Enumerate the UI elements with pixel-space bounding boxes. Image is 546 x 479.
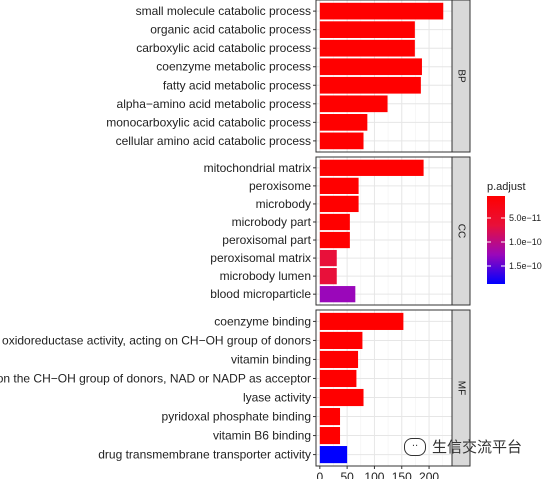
bar bbox=[319, 350, 359, 369]
legend-tick-label: 5.0e−11 bbox=[509, 213, 541, 223]
bar bbox=[319, 446, 348, 464]
bar bbox=[319, 427, 341, 445]
watermark: ·· 生信交流平台 bbox=[404, 436, 522, 457]
bar bbox=[319, 213, 350, 231]
bar bbox=[319, 369, 357, 388]
facet-strip-label: CC bbox=[456, 224, 467, 238]
category-label: microbody part bbox=[232, 215, 312, 229]
category-label: vitamin binding bbox=[231, 352, 311, 366]
x-tick-label: 50 bbox=[340, 470, 354, 479]
bar bbox=[319, 286, 356, 303]
wechat-bubble-icon: ·· bbox=[404, 437, 426, 456]
category-label: cellular amino acid catabolic process bbox=[116, 134, 311, 148]
category-label: coenzyme metabolic process bbox=[156, 60, 311, 74]
category-label: mitochondrial matrix bbox=[204, 161, 311, 175]
x-tick-label: 200 bbox=[419, 470, 439, 479]
category-label: small molecule catabolic process bbox=[136, 4, 311, 18]
category-label: lyase activity bbox=[243, 391, 311, 405]
bar bbox=[319, 58, 422, 76]
category-label: microbody bbox=[256, 197, 311, 211]
category-label: peroxisomal part bbox=[222, 233, 311, 247]
bar bbox=[319, 249, 337, 267]
legend-tick-label: 1.0e−10 bbox=[509, 237, 542, 247]
bar bbox=[319, 76, 421, 94]
category-label: oxidoreductase activity, acting on CH−OH… bbox=[2, 333, 311, 347]
category-label: coenzyme binding bbox=[214, 314, 311, 328]
category-label: peroxisome bbox=[249, 179, 311, 193]
bar bbox=[319, 407, 341, 426]
bar bbox=[319, 2, 444, 20]
category-label: alpha−amino acid metabolic process bbox=[117, 97, 311, 111]
facet-strip-label: MF bbox=[456, 381, 467, 395]
x-tick-label: 150 bbox=[392, 470, 412, 479]
bar bbox=[319, 132, 364, 150]
x-tick-label: 100 bbox=[364, 470, 384, 479]
bar bbox=[319, 21, 415, 38]
bar bbox=[319, 388, 364, 407]
category-label: carboxylic acid catabolic process bbox=[136, 41, 311, 55]
bar bbox=[319, 177, 359, 194]
facet-strip-label: BP bbox=[456, 69, 467, 83]
legend-title: p.adjust bbox=[487, 181, 526, 193]
bar bbox=[319, 159, 424, 176]
bar bbox=[319, 331, 363, 349]
bar bbox=[319, 268, 337, 285]
facet-strip bbox=[451, 156, 471, 306]
facet-strip bbox=[451, 0, 471, 153]
bar bbox=[319, 114, 368, 131]
legend-tick-label: 1.5e−10 bbox=[509, 261, 542, 271]
category-label: peroxisomal matrix bbox=[210, 251, 311, 265]
category-label: organic acid catabolic process bbox=[150, 23, 311, 37]
x-tick-label: 0 bbox=[316, 470, 323, 479]
bar bbox=[319, 312, 404, 330]
category-label: vitamin B6 binding bbox=[213, 429, 311, 443]
watermark-text: 生信交流平台 bbox=[432, 438, 523, 456]
category-label: oxidoreductase activity, acting on the C… bbox=[0, 371, 311, 385]
category-label: blood microparticle bbox=[210, 287, 311, 301]
category-label: pyridoxal phosphate binding bbox=[162, 410, 311, 424]
facet-strip bbox=[451, 309, 471, 467]
bar bbox=[319, 231, 350, 249]
legend-colorbar bbox=[487, 196, 505, 284]
category-label: drug transmembrane transporter activity bbox=[98, 448, 311, 462]
bar bbox=[319, 95, 388, 113]
bar bbox=[319, 195, 359, 213]
category-label: monocarboxylic acid catabolic process bbox=[106, 115, 311, 129]
category-label: microbody lumen bbox=[220, 269, 311, 283]
category-label: fatty acid metabolic process bbox=[163, 78, 311, 92]
bar bbox=[319, 39, 415, 57]
